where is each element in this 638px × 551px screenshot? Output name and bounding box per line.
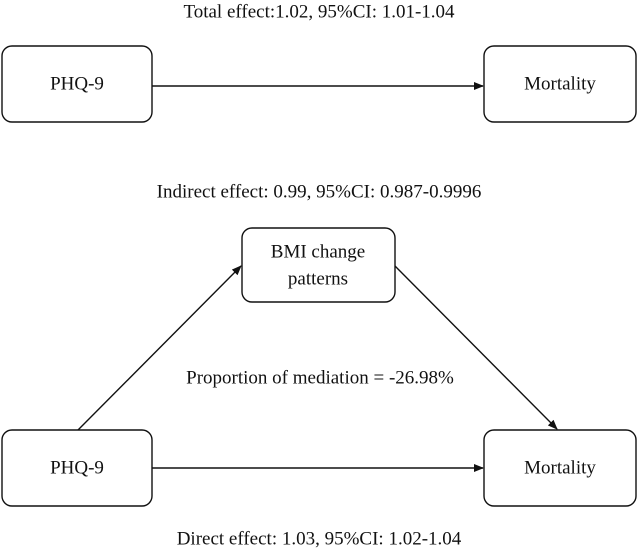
indirect-effect: Indirect effect: 0.99, 95%CI: 0.987-0.99…	[157, 181, 482, 202]
arrow	[394, 265, 558, 430]
node-box	[483, 429, 637, 507]
node-box	[1, 45, 153, 123]
node-label: PHQ-9	[50, 457, 104, 478]
arrow	[77, 265, 242, 431]
node-label: PHQ-9	[50, 73, 104, 94]
node-box	[241, 227, 396, 303]
node-label: Mortality	[524, 73, 596, 94]
direct-effect: Direct effect: 1.03, 95%CI: 1.02-1.04	[177, 528, 462, 549]
node-label: patterns	[288, 268, 348, 289]
total-effect: Total effect:1.02, 95%CI: 1.01-1.04	[183, 1, 455, 22]
node-label: Mortality	[524, 457, 596, 478]
proportion-of-mediation: Proportion of mediation = -26.98%	[186, 367, 454, 388]
node-box	[483, 45, 637, 123]
node-label: BMI change	[271, 241, 365, 262]
